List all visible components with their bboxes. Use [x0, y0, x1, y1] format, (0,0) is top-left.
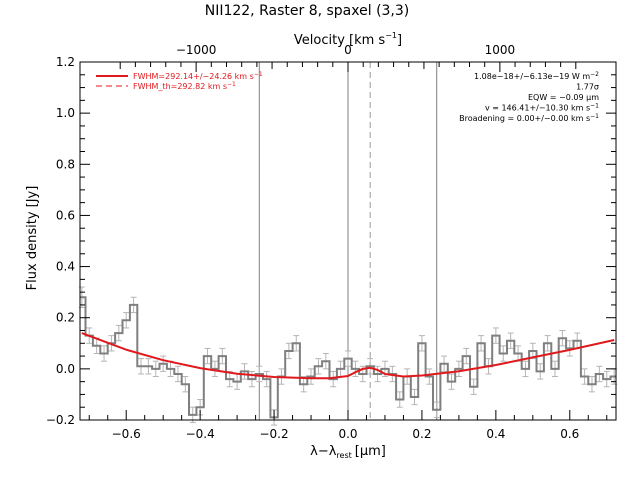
- chart-title: NII122, Raster 8, spaxel (3,3): [205, 3, 410, 19]
- annotation-text: Broadening = 0.00+/−0.00 km s−1: [459, 113, 599, 123]
- y-tick-label: 0.4: [56, 260, 75, 274]
- x-axis-label: λ−λrest [μm]: [310, 444, 386, 460]
- data-step-line: [80, 296, 616, 419]
- annotation-text: 1.77σ: [576, 83, 599, 92]
- y-tick-label: 1.0: [56, 106, 75, 120]
- annotation-text: EQW = −0.09 μm: [528, 93, 599, 102]
- x-tick-label: −0.2: [259, 427, 288, 441]
- x-tick-label: −0.6: [112, 427, 141, 441]
- x-tick-label: 0.4: [486, 427, 505, 441]
- y-tick-label: 1.2: [56, 55, 75, 69]
- top-axis-label: Velocity [km s−1]: [294, 31, 402, 48]
- top-tick-label: −1000: [176, 43, 217, 57]
- top-tick-label: 1000: [485, 43, 516, 57]
- plot-area: −0.6 −0.4 −0.2 0.0 0.2 0.4 0.6 −0.2 0.0 0.2 0.4 0.6…: [46, 43, 618, 441]
- top-tick-label: 0: [344, 43, 352, 57]
- x-tick-label: 0.0: [338, 427, 357, 441]
- legend-label: FWHM=292.14+/−24.26 km s−1: [133, 71, 263, 81]
- x-tick-label: 0.2: [412, 427, 431, 441]
- annotation-text: 1.08e−18+/−6.13e−19 W m−2: [474, 71, 599, 81]
- y-tick-label: −0.2: [46, 413, 75, 427]
- y-tick-label: 0.2: [56, 311, 75, 325]
- y-tick-label: 0.0: [56, 362, 75, 376]
- legend: FWHM=292.14+/−24.26 km s−1FWHM_th=292.82…: [96, 71, 263, 91]
- annotation-text: v = 146.41+/−10.30 km s−1: [485, 103, 599, 113]
- x-tick-label: 0.6: [560, 427, 579, 441]
- fit-curve: [81, 332, 615, 380]
- legend-label: FWHM_th=292.82 km s−1: [133, 81, 236, 91]
- y-axis-label: Flux density [Jy]: [25, 186, 40, 291]
- y-tick-label: 0.6: [56, 208, 75, 222]
- x-tick-label: −0.4: [186, 427, 215, 441]
- y-tick-label: 0.8: [56, 157, 75, 171]
